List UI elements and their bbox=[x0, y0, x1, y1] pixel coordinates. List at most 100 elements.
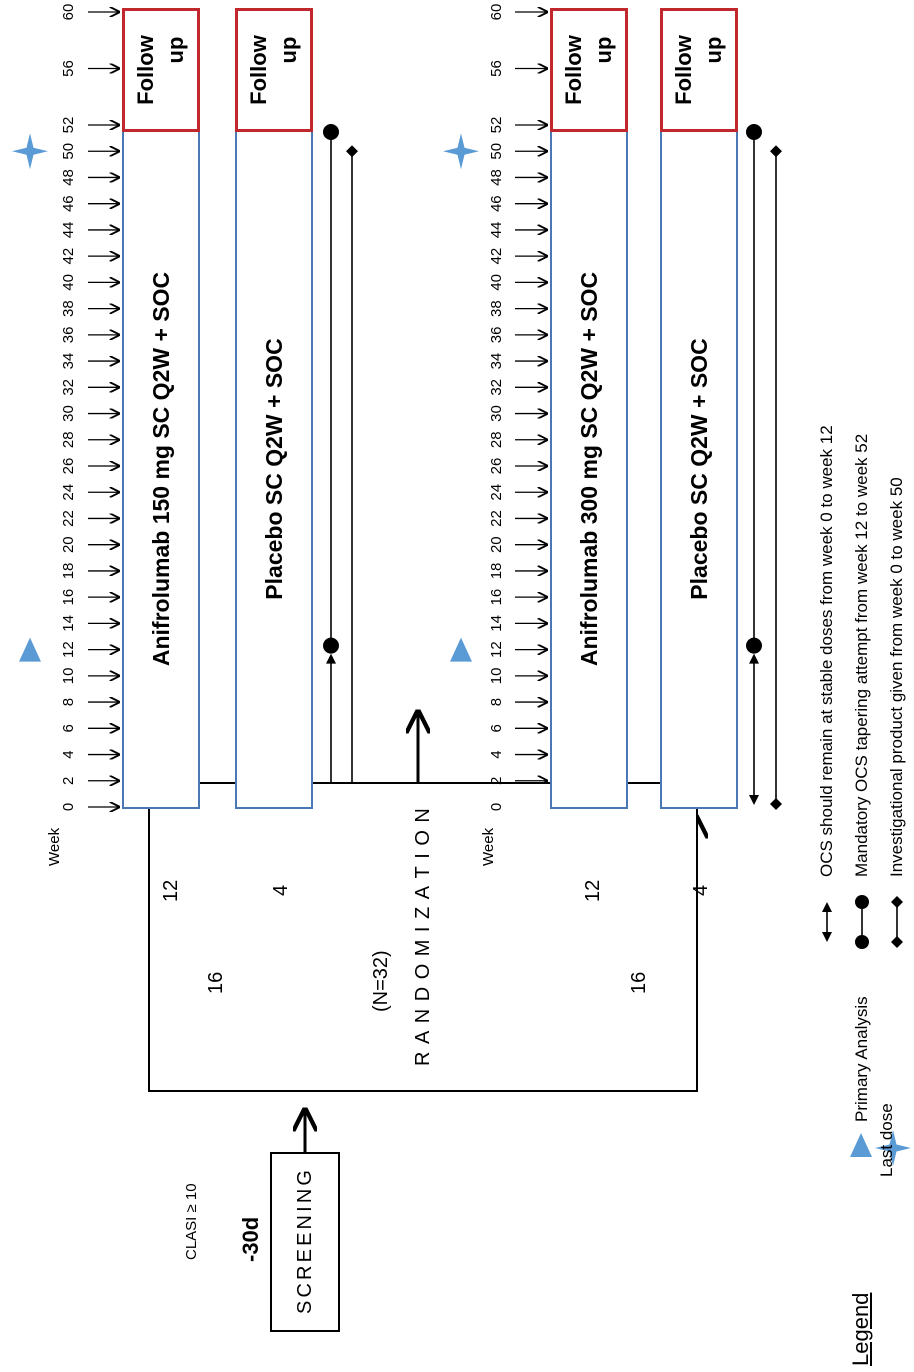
week-tick-label: 14 bbox=[60, 615, 77, 632]
cohort1-split-placebo: 4 bbox=[270, 884, 292, 896]
randomization-letter: N bbox=[411, 1008, 434, 1024]
week-tick-label: 24 bbox=[60, 483, 77, 501]
legend-ip-given: Investigational product given from week … bbox=[887, 477, 906, 877]
randomization-letter: O bbox=[411, 963, 434, 980]
screening-criterion: CLASI ≥ 10 bbox=[183, 1183, 200, 1260]
week-tick-label: 6 bbox=[60, 724, 77, 733]
week-tick-label: 20 bbox=[488, 536, 505, 554]
cohort2-ocs-stable-arrowhead bbox=[749, 795, 759, 805]
randomization-letter: I bbox=[411, 926, 434, 933]
randomization-letter: D bbox=[411, 986, 434, 1002]
cohort2-week-label: Week bbox=[480, 827, 497, 866]
legend-primary-analysis: Primary Analysis bbox=[852, 996, 871, 1122]
week-tick-label: 46 bbox=[488, 195, 505, 213]
screening-letter: G bbox=[293, 1170, 316, 1186]
cohort1-last-dose-marker bbox=[12, 133, 48, 170]
week-tick-label: 44 bbox=[488, 221, 505, 239]
week-tick-label: 32 bbox=[488, 378, 505, 396]
randomization-letter: A bbox=[411, 1030, 434, 1045]
cohort2-last-dose-marker bbox=[443, 133, 479, 170]
week-tick-label: 20 bbox=[60, 536, 77, 554]
cohort1-split-active: 12 bbox=[160, 879, 182, 902]
screening-letter: E bbox=[293, 1232, 316, 1246]
week-tick-label: 2 bbox=[488, 776, 505, 785]
legend-ocs-taper-dot bbox=[855, 935, 869, 949]
cohort2-split-active: 12 bbox=[582, 879, 604, 902]
week-tick-label: 8 bbox=[488, 697, 505, 707]
week-tick-label: 14 bbox=[488, 615, 505, 632]
week-tick-label: 16 bbox=[488, 588, 505, 606]
follow-up-line1: Follow bbox=[246, 35, 271, 105]
week-tick-label: 48 bbox=[60, 169, 77, 186]
week-tick-label: 36 bbox=[488, 326, 505, 344]
cohort1-ip-given-diamond bbox=[346, 145, 358, 158]
week-tick-label: 50 bbox=[60, 142, 77, 160]
week-tick-label: 28 bbox=[60, 431, 77, 449]
screening-day-label: -30d bbox=[238, 1216, 263, 1262]
follow-up-line2: up bbox=[701, 36, 726, 64]
week-tick-label: 22 bbox=[488, 510, 505, 527]
screening-letter: R bbox=[293, 1265, 316, 1280]
randomization-letter: O bbox=[411, 830, 434, 846]
randomization-letter: I bbox=[411, 853, 434, 859]
cohort2-primary-analysis-marker bbox=[450, 637, 472, 662]
week-tick-label: 24 bbox=[488, 483, 505, 501]
cohort1-active-arm-label: Anifrolumab 150 mg SC Q2W + SOC bbox=[147, 271, 174, 667]
week-tick-label: 56 bbox=[60, 60, 77, 77]
cohort2-placebo-follow-up-label: Follow up bbox=[663, 11, 735, 129]
follow-up-line2: up bbox=[276, 36, 301, 64]
week-tick-label: 34 bbox=[488, 352, 505, 370]
cohort1-active-follow-up-box: Follow up bbox=[122, 8, 200, 132]
screening-letter: E bbox=[293, 1249, 316, 1263]
week-tick-label: 18 bbox=[488, 562, 505, 580]
cohort2-active-follow-up-label: Follow up bbox=[553, 11, 625, 129]
week-tick-label: 16 bbox=[60, 588, 77, 606]
legend-last-dose-icon bbox=[875, 1130, 911, 1166]
week-tick-arrows bbox=[88, 12, 547, 807]
cohort2-ip-given-diamond bbox=[770, 798, 782, 810]
cohort2-ocs-stable-arrowhead bbox=[749, 653, 759, 664]
screening-letter: N bbox=[293, 1214, 316, 1230]
week-tick-label: 10 bbox=[488, 667, 505, 685]
legend-ip-given-diamond bbox=[891, 896, 903, 908]
randomization-letter: Z bbox=[411, 906, 434, 919]
legend-ocs-stable: OCS should remain at stable doses from w… bbox=[817, 425, 836, 877]
week-tick-label: 22 bbox=[60, 510, 77, 527]
follow-up-line1: Follow bbox=[133, 35, 158, 105]
cohort1-active-follow-up-label: Follow up bbox=[125, 11, 197, 129]
cohort1-ocs-stable-arrowhead bbox=[326, 653, 336, 664]
cohort2-split-total: 16 bbox=[628, 971, 650, 994]
cohort1-week-label: Week bbox=[46, 827, 63, 866]
week-tick-label: 10 bbox=[60, 667, 77, 685]
legend-ocs-stable-arrowhead bbox=[822, 932, 832, 942]
analysis-markers bbox=[12, 133, 911, 1166]
cohort2-ip-given-diamond bbox=[770, 145, 782, 158]
cohort1-split-total: 16 bbox=[205, 971, 227, 994]
randomization-letter: T bbox=[411, 866, 434, 879]
cohort2-split-placebo: 4 bbox=[690, 884, 712, 896]
week-tick-label: 46 bbox=[60, 195, 77, 213]
screening-letter: N bbox=[293, 1188, 316, 1204]
legend-ocs-stable-arrowhead bbox=[822, 902, 832, 912]
week-tick-label: 26 bbox=[488, 457, 505, 475]
randomization-letter: R bbox=[411, 1051, 434, 1066]
follow-up-line2: up bbox=[591, 36, 616, 64]
legend-last-dose: Last dose bbox=[877, 1103, 896, 1177]
week-tick-label: 18 bbox=[60, 562, 77, 580]
week-tick-label: 12 bbox=[488, 641, 505, 658]
week-tick-label: 38 bbox=[488, 300, 505, 317]
week-tick-label: 40 bbox=[60, 274, 77, 291]
randomization-letter: A bbox=[411, 885, 434, 900]
legend-ocs-taper: Mandatory OCS tapering attempt from week… bbox=[852, 433, 871, 877]
week-tick-label: 6 bbox=[488, 724, 505, 733]
week-tick-label: 48 bbox=[488, 169, 505, 186]
cohort2-active-arm-label: Anifrolumab 300 mg SC Q2W + SOC bbox=[575, 271, 602, 667]
week-tick-label: 40 bbox=[488, 274, 505, 291]
randomization-n: (N=32) bbox=[370, 950, 392, 1012]
